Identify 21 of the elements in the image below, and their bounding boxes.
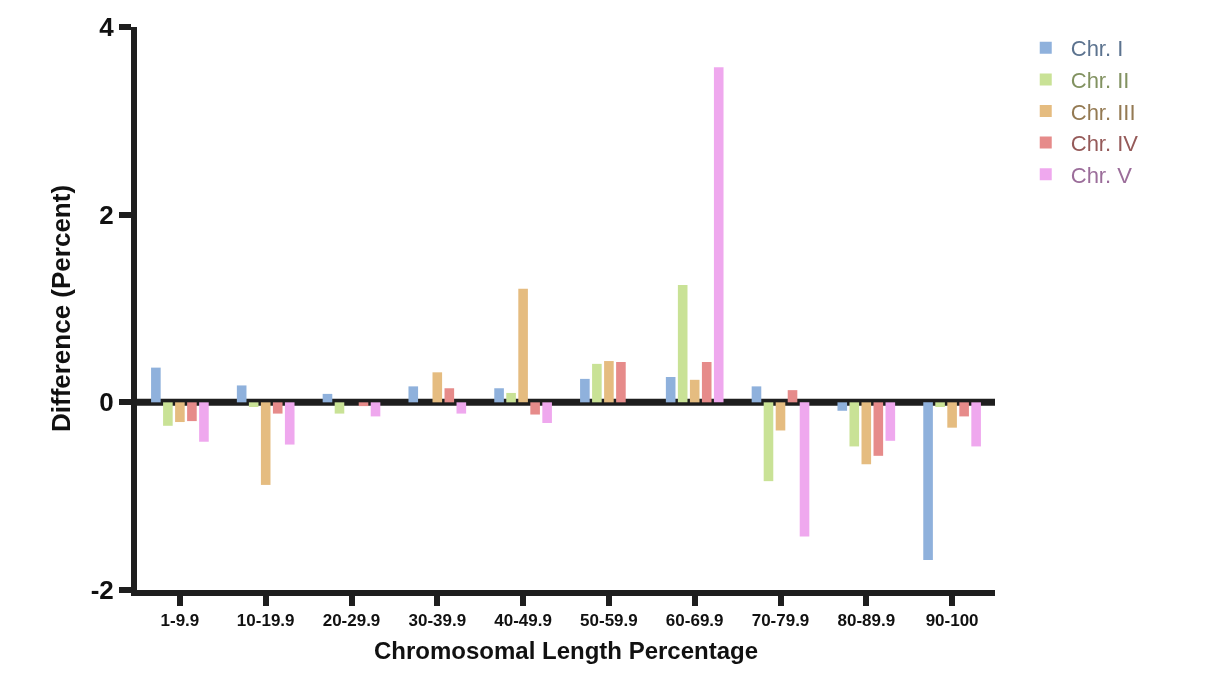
legend-label: Chr. I	[1070, 36, 1124, 62]
y-tick-label: -2	[90, 575, 114, 606]
y-axis-title: Difference (Percent)	[45, 184, 76, 433]
x-tick-label: 1-9.9	[160, 611, 200, 631]
legend-label: Chr. II	[1070, 67, 1130, 93]
x-tick-label: 10-19.9	[236, 611, 295, 631]
legend-label: Chr. V	[1070, 162, 1133, 188]
x-tick-label: 40-49.9	[494, 611, 552, 631]
legend-label: Chr. III	[1070, 99, 1136, 125]
y-tick-label: 4	[99, 12, 115, 43]
x-tick-label: 30-39.9	[408, 611, 467, 631]
x-tick-label: 80-89.9	[837, 611, 896, 631]
x-tick-label: 50-59.9	[580, 611, 638, 631]
x-tick-label: 70-79.9	[751, 611, 810, 631]
x-tick-label: 60-69.9	[665, 611, 724, 631]
x-axis-title: Chromosomal Length Percentage	[373, 637, 759, 665]
x-tick-label: 20-29.9	[322, 611, 381, 631]
x-tick-label: 90-100	[925, 611, 979, 631]
legend-label: Chr. IV	[1070, 131, 1139, 157]
y-tick-label: 0	[99, 387, 114, 418]
y-tick-label: 2	[99, 199, 114, 230]
